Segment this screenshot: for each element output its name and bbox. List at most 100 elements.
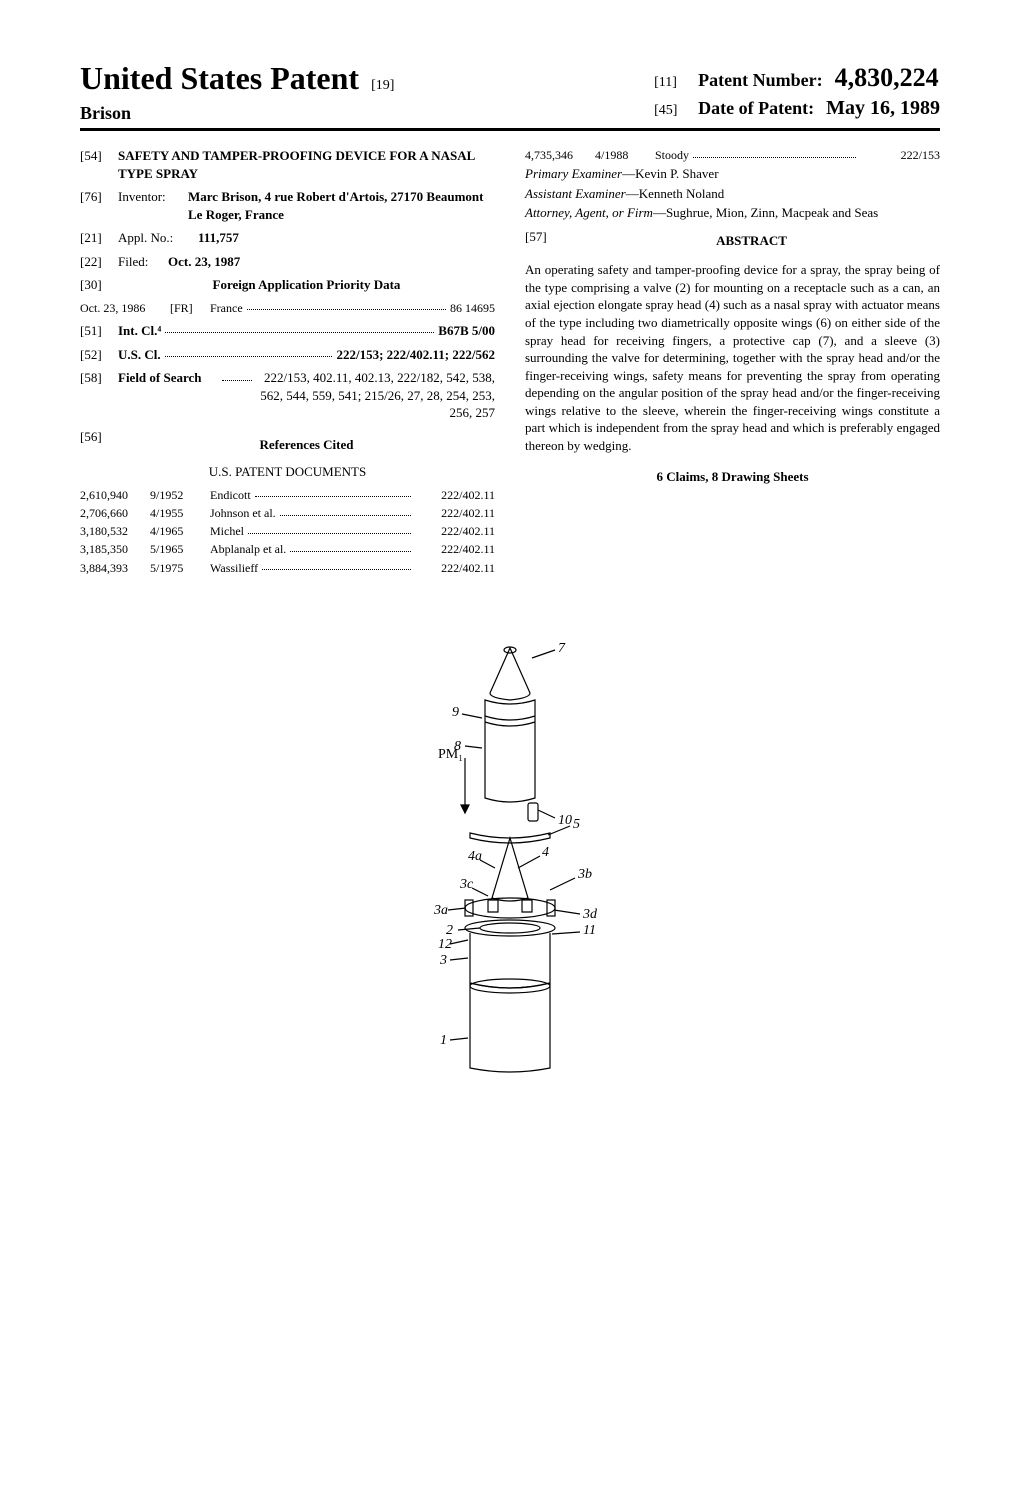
patent-date: May 16, 1989 — [826, 97, 940, 120]
ref-class: 222/402.11 — [415, 505, 495, 521]
ref-date: 9/1952 — [150, 487, 210, 503]
assistant-examiner: Kenneth Noland — [639, 186, 725, 201]
intcl-code: [51] — [80, 322, 118, 340]
svg-text:3c: 3c — [459, 877, 474, 892]
invention-title-row: [54] SAFETY AND TAMPER-PROOFING DEVICE F… — [80, 147, 495, 182]
patent-figure: 7 9 8 PM₁ 10 5 4 4a 3b 3c 3a 3d 2 12 11 … — [370, 638, 650, 1078]
refs-header-row: [56] References Cited — [80, 428, 495, 458]
columns: [54] SAFETY AND TAMPER-PROOFING DEVICE F… — [80, 147, 940, 578]
foreign-country-code: [FR] — [170, 300, 210, 316]
uscl-label: U.S. Cl. — [118, 346, 161, 364]
attorney: Sughrue, Mion, Zinn, Macpeak and Seas — [666, 205, 878, 220]
appl-code: [21] — [80, 229, 118, 247]
assistant-examiner-line: Assistant Examiner—Kenneth Noland — [525, 185, 940, 203]
ref-date: 4/1965 — [150, 523, 210, 539]
us-docs-label: U.S. PATENT DOCUMENTS — [80, 463, 495, 481]
foreign-date: Oct. 23, 1986 — [80, 300, 170, 316]
patent-number: 4,830,224 — [835, 63, 939, 93]
main-title: United States Patent — [80, 60, 359, 96]
svg-text:12: 12 — [438, 937, 452, 952]
ref-class: 222/402.11 — [415, 523, 495, 539]
inventor-row: [76] Inventor: Marc Brison, 4 rue Robert… — [80, 188, 495, 223]
assistant-examiner-label: Assistant Examiner — [525, 186, 626, 201]
inventor-label: Inventor: — [118, 188, 188, 223]
svg-text:5: 5 — [573, 817, 580, 832]
inventor-surname: Brison — [80, 103, 394, 124]
attorney-label: Attorney, Agent, or Firm — [525, 205, 653, 220]
ref-name: Endicott — [210, 487, 415, 503]
foreign-label: Foreign Application Priority Data — [118, 276, 495, 294]
inventor-code: [76] — [80, 188, 118, 223]
ref-row: 3,185,3505/1965Abplanalp et al.222/402.1… — [80, 541, 495, 557]
primary-examiner-line: Primary Examiner—Kevin P. Shaver — [525, 165, 940, 183]
filed-value: Oct. 23, 1987 — [168, 253, 495, 271]
refs-code: [56] — [80, 428, 118, 458]
date-code: [45] — [654, 103, 686, 119]
uscl-code: [52] — [80, 346, 118, 364]
right-header: [11] Patent Number: 4,830,224 [45] Date … — [654, 63, 940, 124]
left-column: [54] SAFETY AND TAMPER-PROOFING DEVICE F… — [80, 147, 495, 578]
invention-title: SAFETY AND TAMPER-PROOFING DEVICE FOR A … — [118, 147, 495, 182]
svg-text:4a: 4a — [468, 849, 482, 864]
ref-name: Wassilieff — [210, 560, 415, 576]
dots — [165, 346, 333, 357]
svg-text:1: 1 — [440, 1033, 447, 1048]
patent-number-code: [11] — [654, 75, 686, 91]
ref-name: Abplanalp et al. — [210, 541, 415, 557]
ref-date: 4/1955 — [150, 505, 210, 521]
search-code: [58] — [80, 369, 118, 422]
intcl-label: Int. Cl.⁴ — [118, 322, 161, 340]
svg-text:9: 9 — [452, 705, 459, 720]
abstract-label: ABSTRACT — [563, 232, 940, 250]
dots — [693, 147, 856, 158]
search-row: [58] Field of Search 222/153, 402.11, 40… — [80, 369, 495, 422]
ref-name-text: Stoody — [655, 147, 689, 163]
ref-class: 222/402.11 — [415, 541, 495, 557]
extra-ref-row: 4,735,346 4/1988 Stoody 222/153 — [525, 147, 940, 163]
filed-row: [22] Filed: Oct. 23, 1987 — [80, 253, 495, 271]
abstract-header-row: [57] ABSTRACT — [525, 228, 940, 256]
attorney-line: Attorney, Agent, or Firm—Sughrue, Mion, … — [525, 204, 940, 222]
ref-row: 3,884,3935/1975Wassilieff222/402.11 — [80, 560, 495, 576]
appl-value: 111,757 — [198, 229, 495, 247]
uscl-value: 222/153; 222/402.11; 222/562 — [336, 346, 495, 364]
ref-name: Stoody — [655, 147, 860, 163]
ref-num: 3,884,393 — [80, 560, 150, 576]
svg-text:3b: 3b — [577, 867, 592, 882]
ref-num: 2,706,660 — [80, 505, 150, 521]
svg-text:3d: 3d — [582, 907, 598, 922]
primary-examiner-label: Primary Examiner — [525, 166, 622, 181]
ref-class: 222/153 — [860, 147, 940, 163]
title-block: United States Patent [19] Brison — [80, 60, 394, 124]
right-column: 4,735,346 4/1988 Stoody 222/153 Primary … — [525, 147, 940, 578]
ref-num: 4,735,346 — [525, 147, 595, 163]
refs-list: 2,610,9409/1952Endicott222/402.11 2,706,6… — [80, 487, 495, 576]
foreign-header-row: [30] Foreign Application Priority Data — [80, 276, 495, 294]
inventor-value-text: Marc Brison, 4 rue Robert d'Artois, 2717… — [188, 189, 483, 222]
intcl-row: [51] Int. Cl.⁴ B67B 5/00 — [80, 322, 495, 340]
figure-area: 7 9 8 PM₁ 10 5 4 4a 3b 3c 3a 3d 2 12 11 … — [80, 638, 940, 1083]
title-code: [54] — [80, 147, 118, 182]
filed-label: Filed: — [118, 253, 168, 271]
intcl-value: B67B 5/00 — [438, 322, 495, 340]
date-label: Date of Patent: — [698, 98, 814, 119]
title-suffix: [19] — [371, 78, 394, 93]
filed-code: [22] — [80, 253, 118, 271]
svg-text:PM₁: PM₁ — [438, 747, 463, 762]
ref-num: 3,185,350 — [80, 541, 150, 557]
ref-row: 3,180,5324/1965Michel222/402.11 — [80, 523, 495, 539]
header-row: United States Patent [19] Brison [11] Pa… — [80, 60, 940, 124]
svg-text:4: 4 — [542, 845, 549, 860]
primary-examiner: Kevin P. Shaver — [635, 166, 718, 181]
refs-label: References Cited — [118, 436, 495, 454]
ref-row: 2,706,6604/1955Johnson et al.222/402.11 — [80, 505, 495, 521]
foreign-country: France — [210, 300, 243, 316]
ref-num: 3,180,532 — [80, 523, 150, 539]
dots — [247, 300, 446, 311]
ref-row: 2,610,9409/1952Endicott222/402.11 — [80, 487, 495, 503]
uscl-row: [52] U.S. Cl. 222/153; 222/402.11; 222/5… — [80, 346, 495, 364]
svg-text:11: 11 — [583, 923, 596, 938]
appl-row: [21] Appl. No.: 111,757 — [80, 229, 495, 247]
ref-class: 222/402.11 — [415, 560, 495, 576]
svg-text:7: 7 — [558, 641, 566, 656]
